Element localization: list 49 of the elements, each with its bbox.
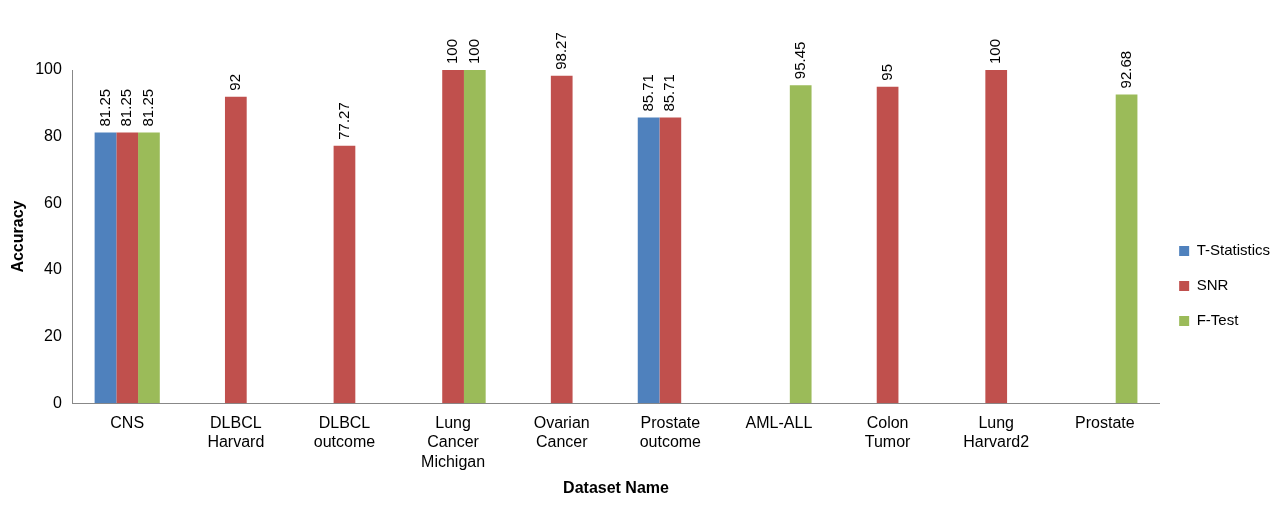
x-tick-label: Lung Cancer Michigan (421, 414, 486, 470)
data-label: 100 (443, 38, 461, 64)
data-label: 95 (877, 63, 895, 81)
x-tick-label: DLBCL outcome (313, 414, 376, 451)
bar (550, 75, 573, 404)
y-axis-title: Accuracy (9, 200, 27, 273)
x-tick-label: Colon Tumor (864, 414, 912, 451)
bar (985, 70, 1008, 404)
data-label: 100 (464, 38, 482, 64)
bar (789, 85, 812, 404)
x-tick-label: AML-ALL (745, 414, 813, 432)
bar (637, 117, 660, 404)
x-tick-label: Ovarian Cancer (533, 414, 590, 451)
y-tick-label: 0 (52, 393, 62, 411)
data-label: 98.27 (551, 32, 569, 70)
bar (463, 70, 486, 404)
legend-label: SNR (1196, 276, 1229, 294)
data-label: 85.71 (638, 74, 656, 112)
bar (138, 132, 160, 404)
x-tick-label: DLBCL Harvard (207, 414, 265, 451)
bar (333, 145, 356, 404)
data-label: 81.25 (139, 88, 157, 127)
x-tick-label: CNS (110, 414, 145, 432)
data-label: 95.45 (790, 41, 808, 80)
data-label: 77.27 (334, 102, 352, 140)
legend-label: T-Statistics (1196, 241, 1271, 259)
y-tick-label: 60 (44, 193, 62, 211)
x-tick-label: Prostate (1075, 414, 1135, 432)
bar (224, 96, 247, 404)
legend-label: F-Test (1196, 311, 1240, 329)
x-tick-label: Prostate outcome (639, 414, 702, 451)
data-label: 100 (986, 38, 1004, 64)
data-label: 81.25 (117, 88, 135, 127)
bar (94, 132, 117, 404)
bar (1115, 94, 1138, 404)
x-tick-label: Lung Harvard2 (963, 414, 1030, 451)
y-tick-label: 80 (44, 127, 62, 145)
bar (876, 86, 899, 404)
x-axis-title: Dataset Name (563, 478, 670, 496)
data-label: 92.68 (1116, 50, 1134, 89)
y-tick-label: 20 (44, 326, 62, 344)
data-label: 81.25 (95, 88, 113, 127)
bar (116, 132, 139, 404)
y-tick-label: 100 (35, 60, 62, 78)
data-label: 92 (225, 73, 243, 91)
y-tick-label: 40 (44, 260, 62, 278)
bar (659, 117, 682, 404)
bar (442, 70, 464, 404)
data-label: 85.71 (660, 74, 678, 112)
